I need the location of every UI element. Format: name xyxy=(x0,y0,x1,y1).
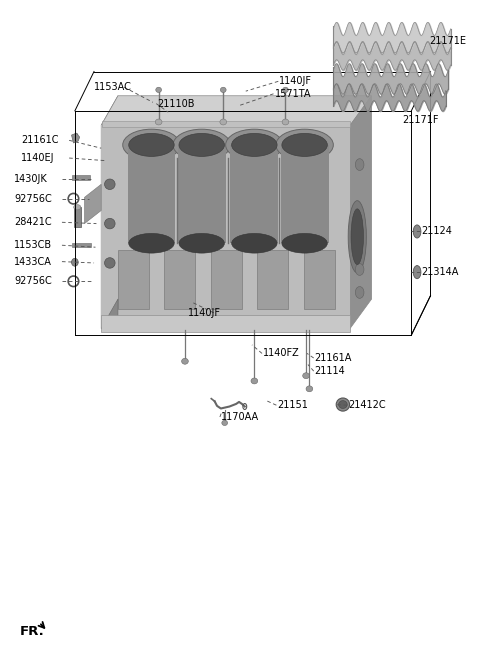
Text: 21161C: 21161C xyxy=(21,135,58,145)
Bar xyxy=(281,145,328,243)
Text: 92756C: 92756C xyxy=(14,276,52,286)
Ellipse shape xyxy=(129,133,174,156)
Ellipse shape xyxy=(105,258,115,268)
Bar xyxy=(118,250,149,309)
Text: 21314A: 21314A xyxy=(421,267,458,277)
Polygon shape xyxy=(101,299,118,328)
Ellipse shape xyxy=(355,286,364,298)
Ellipse shape xyxy=(156,87,161,93)
Bar xyxy=(72,243,91,247)
Bar xyxy=(101,315,350,332)
Ellipse shape xyxy=(72,258,78,266)
Ellipse shape xyxy=(181,358,188,364)
Text: 28421C: 28421C xyxy=(14,217,52,227)
Ellipse shape xyxy=(173,129,230,161)
Ellipse shape xyxy=(74,204,81,210)
Text: FR.: FR. xyxy=(20,625,45,638)
Bar xyxy=(230,145,278,243)
Ellipse shape xyxy=(105,218,115,229)
Ellipse shape xyxy=(348,200,366,273)
Text: 21171E: 21171E xyxy=(429,36,466,47)
Ellipse shape xyxy=(220,119,227,125)
Text: 1140JF: 1140JF xyxy=(188,307,221,318)
Polygon shape xyxy=(101,96,372,125)
Ellipse shape xyxy=(251,378,258,384)
Bar xyxy=(128,145,175,243)
Polygon shape xyxy=(84,184,101,223)
Ellipse shape xyxy=(355,159,364,171)
Ellipse shape xyxy=(306,386,313,392)
Text: 1170AA: 1170AA xyxy=(221,412,259,422)
Ellipse shape xyxy=(413,225,421,238)
Ellipse shape xyxy=(220,87,226,93)
Ellipse shape xyxy=(283,87,288,93)
Text: 21161A: 21161A xyxy=(315,353,352,363)
Ellipse shape xyxy=(282,133,327,156)
Ellipse shape xyxy=(303,373,310,378)
Bar xyxy=(304,250,335,309)
Bar xyxy=(178,145,226,243)
Ellipse shape xyxy=(336,398,349,411)
Text: 1153CB: 1153CB xyxy=(14,240,52,250)
Text: 1433CA: 1433CA xyxy=(14,257,52,267)
Text: 21124: 21124 xyxy=(421,227,452,237)
Text: 1140FZ: 1140FZ xyxy=(263,348,300,359)
Polygon shape xyxy=(72,133,80,143)
Ellipse shape xyxy=(282,119,289,125)
Ellipse shape xyxy=(179,233,225,253)
Ellipse shape xyxy=(105,179,115,189)
Ellipse shape xyxy=(338,401,347,409)
Ellipse shape xyxy=(156,119,162,125)
Text: 21110B: 21110B xyxy=(157,99,195,108)
Ellipse shape xyxy=(232,133,277,156)
Text: 1140JF: 1140JF xyxy=(279,76,312,86)
Ellipse shape xyxy=(276,129,333,161)
Text: 1140EJ: 1140EJ xyxy=(21,153,54,163)
Bar xyxy=(211,250,242,309)
Ellipse shape xyxy=(226,129,283,161)
Bar xyxy=(74,207,81,227)
Text: 21412C: 21412C xyxy=(348,400,386,410)
Text: 92756C: 92756C xyxy=(14,194,52,204)
Ellipse shape xyxy=(351,209,363,265)
Bar xyxy=(164,250,195,309)
Ellipse shape xyxy=(123,129,180,161)
Polygon shape xyxy=(350,96,372,328)
Ellipse shape xyxy=(413,265,421,279)
Ellipse shape xyxy=(179,133,225,156)
Text: 1571TA: 1571TA xyxy=(275,89,311,99)
Ellipse shape xyxy=(282,233,327,253)
Text: 21151: 21151 xyxy=(277,400,308,410)
Bar xyxy=(257,250,288,309)
Polygon shape xyxy=(101,125,350,328)
Ellipse shape xyxy=(355,263,364,275)
Ellipse shape xyxy=(232,233,277,253)
Ellipse shape xyxy=(129,233,174,253)
Text: 1153AC: 1153AC xyxy=(94,82,132,92)
Ellipse shape xyxy=(222,420,228,426)
Bar xyxy=(72,175,90,179)
Text: 21114: 21114 xyxy=(315,366,346,376)
Text: 1430JK: 1430JK xyxy=(14,174,48,184)
Text: 21171F: 21171F xyxy=(403,115,439,125)
Bar xyxy=(102,122,350,127)
Polygon shape xyxy=(101,96,118,328)
